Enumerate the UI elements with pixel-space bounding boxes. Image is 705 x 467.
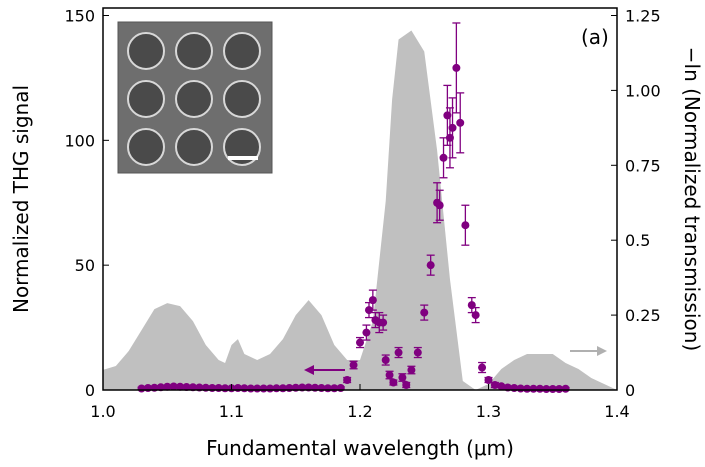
data-point <box>343 376 352 385</box>
data-point <box>368 296 377 305</box>
y2-axis-title: −ln (Normalized transmission) <box>680 47 704 352</box>
y2-tick-label: 0.25 <box>625 306 661 325</box>
data-point <box>336 384 345 393</box>
data-point <box>389 378 398 387</box>
y2-tick-label: 1.25 <box>625 6 661 25</box>
y-tick-label: 150 <box>64 6 95 25</box>
x-axis-title: Fundamental wavelength (μm) <box>206 436 514 460</box>
data-point <box>435 201 444 210</box>
x-tick-label: 1.4 <box>604 402 629 421</box>
data-point <box>182 383 191 392</box>
y2-tick-label: 0.75 <box>625 156 661 175</box>
y-tick-label: 0 <box>85 381 95 400</box>
data-point <box>398 373 407 382</box>
data-point <box>542 385 551 394</box>
transmission-area <box>103 30 617 391</box>
data-point <box>163 382 172 391</box>
data-point <box>561 384 570 393</box>
data-point <box>497 382 506 391</box>
data-point <box>448 123 457 132</box>
data-point <box>379 318 388 327</box>
x-tick-label: 1.2 <box>347 402 372 421</box>
axis-arrows <box>304 346 607 375</box>
y2-tick-label: 0.5 <box>625 231 650 250</box>
y2-tick-label: 0 <box>625 381 635 400</box>
data-point <box>349 361 358 370</box>
data-point <box>490 381 499 390</box>
inset-image <box>117 21 273 174</box>
data-point <box>461 221 470 230</box>
data-point <box>452 63 461 72</box>
data-point <box>529 384 538 393</box>
data-point <box>385 371 394 380</box>
data-point <box>439 153 448 162</box>
x-tick-label: 1.3 <box>476 402 501 421</box>
data-point <box>407 366 416 375</box>
y-tick-label: 100 <box>64 131 95 150</box>
panel-label: (a) <box>581 25 609 49</box>
data-point <box>523 384 532 393</box>
data-point <box>535 384 544 393</box>
inset-pillars <box>127 32 261 166</box>
data-point <box>381 356 390 365</box>
data-point <box>548 385 557 394</box>
right-axis-arrowhead <box>597 346 607 356</box>
data-point <box>420 308 429 317</box>
data-point <box>169 382 178 391</box>
data-point <box>456 118 465 127</box>
data-point <box>478 363 487 372</box>
data-point <box>394 348 403 357</box>
data-point <box>426 261 435 270</box>
data-point <box>555 385 564 394</box>
scale-bar <box>228 156 258 160</box>
data-point <box>402 381 411 390</box>
data-point <box>362 328 371 337</box>
data-point <box>484 376 493 385</box>
y-tick-label: 50 <box>75 256 95 275</box>
y-axis-title: Normalized THG signal <box>9 85 33 313</box>
data-point <box>176 382 185 391</box>
data-point <box>413 348 422 357</box>
x-tick-label: 1.0 <box>90 402 115 421</box>
data-point <box>356 338 364 347</box>
data-point <box>471 311 480 320</box>
y2-tick-label: 1.00 <box>625 81 661 100</box>
x-tick-label: 1.1 <box>219 402 244 421</box>
left-axis-arrowhead <box>304 365 314 375</box>
